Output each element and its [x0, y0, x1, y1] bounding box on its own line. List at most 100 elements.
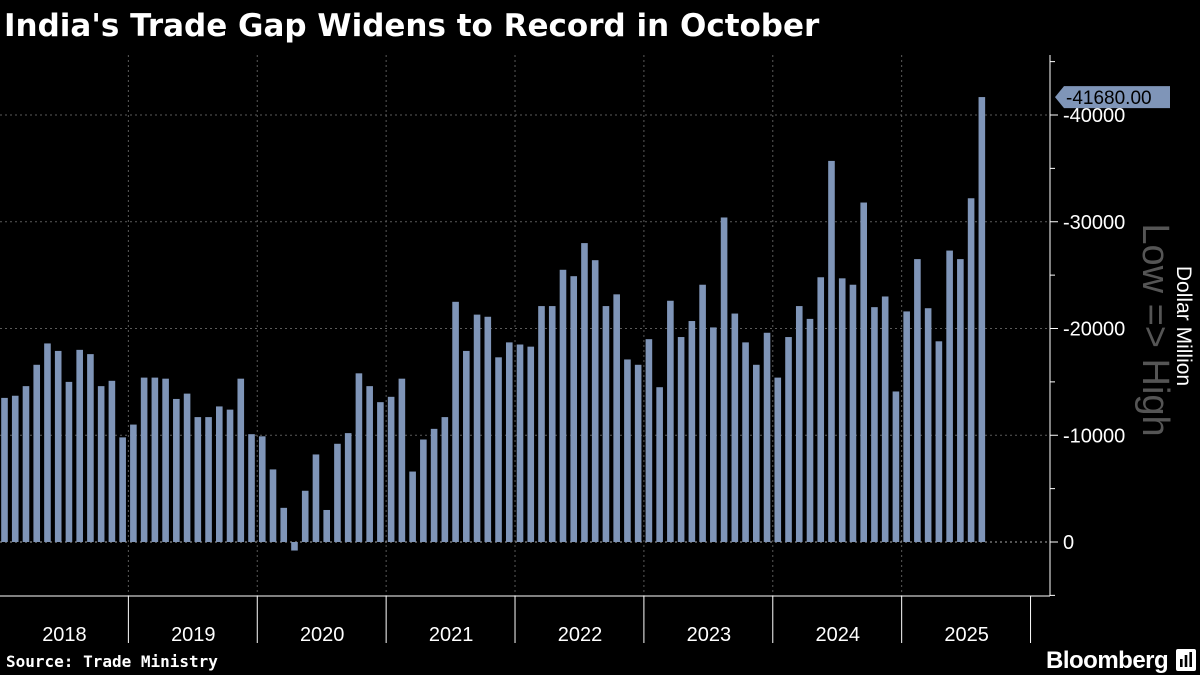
bar	[538, 306, 545, 542]
bar	[248, 434, 255, 542]
bar	[301, 490, 309, 542]
bar	[269, 469, 277, 542]
bar	[914, 259, 921, 542]
last-value-label: -41680.00	[1066, 88, 1152, 109]
bar	[473, 314, 481, 542]
bar	[838, 278, 846, 542]
bar	[344, 433, 352, 542]
bar	[108, 380, 116, 542]
bar	[366, 386, 373, 542]
y-axis: -40000 -30000 -20000 -10000 0	[1049, 55, 1125, 596]
bar	[420, 439, 427, 542]
bar	[591, 260, 599, 542]
bar	[795, 306, 803, 542]
bar	[581, 243, 588, 542]
bar	[226, 409, 234, 542]
bar	[656, 387, 663, 542]
bar	[892, 391, 900, 542]
bar	[409, 471, 416, 542]
x-tick-label: 2022	[558, 624, 603, 646]
bar	[967, 198, 975, 542]
bar	[355, 373, 363, 542]
bar	[441, 417, 449, 542]
bar	[87, 354, 94, 542]
bar	[505, 342, 513, 542]
bar	[903, 311, 910, 542]
bar	[452, 301, 459, 542]
bloomberg-terminal-icon	[1176, 649, 1196, 671]
bar	[624, 359, 631, 542]
bar	[860, 202, 867, 542]
bar	[946, 250, 953, 542]
bar	[205, 417, 212, 542]
bar-series	[1, 97, 986, 551]
bar	[387, 396, 395, 542]
bar	[849, 284, 857, 542]
x-tick-label: 2018	[42, 624, 87, 646]
y-tick-label: -40000	[1063, 105, 1125, 127]
bar	[763, 332, 771, 542]
bar	[828, 160, 835, 542]
bar	[291, 542, 298, 551]
bar	[516, 344, 524, 542]
bar	[699, 284, 706, 542]
bar	[463, 350, 470, 542]
bar	[1, 397, 8, 542]
bar	[710, 327, 717, 542]
x-tick-label: 2024	[815, 624, 860, 646]
bar	[194, 417, 202, 542]
bar	[613, 294, 620, 542]
bar	[774, 377, 782, 542]
bar	[65, 381, 73, 543]
bar	[881, 296, 889, 542]
bar	[935, 341, 943, 542]
bar	[312, 454, 320, 542]
bar	[162, 378, 169, 542]
bar	[323, 509, 330, 542]
bar	[280, 507, 288, 542]
y-tick-label: -10000	[1063, 425, 1125, 447]
bar	[806, 318, 814, 542]
x-tick-label: 2019	[171, 624, 216, 646]
bar	[430, 428, 438, 542]
bar	[527, 346, 535, 542]
bar	[22, 386, 30, 542]
y-axis-label: Dollar Million	[1172, 266, 1195, 386]
bar	[377, 402, 384, 542]
last-value-callout: -41680.00	[1055, 86, 1170, 109]
bar	[978, 97, 986, 542]
x-tick-label: 2025	[944, 624, 989, 646]
bar	[602, 306, 610, 542]
bar	[44, 343, 51, 542]
x-tick-label: 2020	[300, 624, 345, 646]
bar	[11, 395, 19, 542]
bar	[97, 386, 105, 542]
axis-note: Low => High	[1134, 223, 1176, 436]
bar	[817, 277, 825, 542]
y-tick-label: 0	[1063, 532, 1074, 554]
bar	[785, 337, 792, 542]
bar	[667, 300, 674, 542]
bar	[258, 436, 266, 542]
bar	[183, 393, 191, 542]
y-tick-label: -30000	[1063, 212, 1125, 234]
bar	[216, 406, 223, 542]
bar	[559, 269, 567, 542]
bar	[634, 364, 642, 542]
bar	[495, 357, 502, 542]
bar	[140, 377, 148, 542]
bar	[688, 321, 696, 542]
bar	[119, 437, 126, 542]
x-axis: 2018 2019 2020 2021 2022 2023 2024 2025	[0, 595, 1050, 646]
y-tick-label: -20000	[1063, 319, 1125, 341]
bar	[924, 308, 932, 542]
x-tick-label: 2023	[687, 624, 732, 646]
bar	[237, 378, 245, 542]
bar	[957, 259, 964, 542]
bar	[173, 398, 180, 542]
bar	[484, 316, 492, 542]
last-value-box	[1055, 86, 1170, 109]
gridlines	[0, 55, 1050, 596]
bar	[720, 217, 728, 543]
